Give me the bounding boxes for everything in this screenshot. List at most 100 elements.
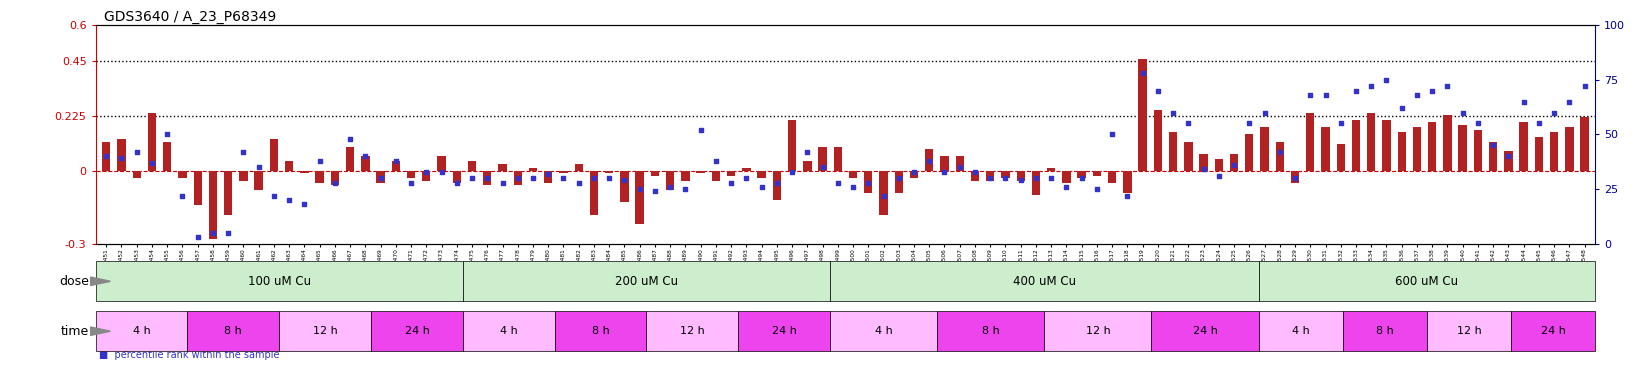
Bar [285, 161, 293, 171]
Bar [559, 171, 567, 173]
Text: 4 h: 4 h [499, 326, 517, 336]
Bar [925, 149, 933, 171]
Point [124, 149, 150, 155]
Text: 400 uM Cu: 400 uM Cu [1014, 275, 1076, 288]
Bar [422, 171, 430, 180]
Point [992, 175, 1018, 181]
Text: GDS3640 / A_23_P68349: GDS3640 / A_23_P68349 [104, 10, 277, 23]
Bar [636, 171, 644, 224]
Point [414, 169, 440, 175]
Bar [849, 171, 857, 178]
Point [870, 193, 897, 199]
Bar [910, 171, 918, 178]
Bar [941, 156, 949, 171]
Bar [1412, 127, 1421, 171]
Text: 200 uM Cu: 200 uM Cu [615, 275, 677, 288]
Point [794, 149, 821, 155]
Bar [681, 171, 689, 180]
Bar [1107, 171, 1116, 183]
Point [321, 179, 348, 185]
Text: 12 h: 12 h [313, 326, 338, 336]
Bar [788, 120, 796, 171]
Bar [1534, 137, 1543, 171]
Point [246, 164, 272, 170]
Point [153, 131, 180, 137]
Point [489, 179, 516, 185]
Bar [1246, 134, 1254, 171]
Bar [1185, 142, 1193, 171]
Bar [407, 171, 415, 178]
Bar [1458, 125, 1467, 171]
Point [1023, 175, 1050, 181]
Point [1465, 120, 1491, 126]
Bar [727, 171, 735, 176]
Text: 12 h: 12 h [681, 326, 705, 336]
Point [397, 179, 424, 185]
Bar [971, 171, 979, 180]
Text: time: time [61, 325, 89, 338]
Point [550, 175, 577, 181]
Bar [819, 147, 827, 171]
Bar [1337, 144, 1345, 171]
Bar [742, 169, 750, 171]
Bar [1488, 142, 1498, 171]
Text: 100 uM Cu: 100 uM Cu [247, 275, 311, 288]
Bar [1168, 132, 1177, 171]
Bar [483, 171, 491, 185]
Bar [1429, 122, 1437, 171]
Point [1053, 184, 1079, 190]
Point [1495, 153, 1521, 159]
Point [641, 188, 667, 194]
Text: 24 h: 24 h [404, 326, 430, 336]
Point [597, 175, 623, 181]
Point [658, 184, 684, 190]
Text: 8 h: 8 h [1376, 326, 1394, 336]
Bar [1398, 132, 1406, 171]
Point [336, 136, 363, 142]
Bar [1383, 120, 1391, 171]
Text: 8 h: 8 h [982, 326, 1000, 336]
Bar [1200, 154, 1208, 171]
Point [1251, 109, 1277, 116]
Bar [1215, 159, 1223, 171]
Bar [361, 156, 369, 171]
Bar [498, 164, 506, 171]
Point [1389, 105, 1416, 111]
Bar [1307, 113, 1315, 171]
Point [1267, 149, 1294, 155]
Point [1221, 162, 1248, 168]
Bar [1505, 151, 1513, 171]
Bar [1154, 110, 1162, 171]
Bar [453, 171, 461, 183]
Text: 12 h: 12 h [1457, 326, 1482, 336]
Point [1480, 142, 1506, 149]
Point [428, 169, 455, 175]
Point [475, 175, 501, 181]
Bar [880, 171, 888, 215]
Bar [803, 161, 811, 171]
Point [185, 234, 211, 240]
Point [231, 149, 257, 155]
Point [1343, 88, 1369, 94]
Bar [1017, 171, 1025, 180]
Bar [1046, 169, 1055, 171]
Bar [209, 171, 218, 239]
Point [536, 171, 562, 177]
Bar [1139, 59, 1147, 171]
Bar [117, 139, 125, 171]
Point [1038, 175, 1065, 181]
Text: 24 h: 24 h [771, 326, 796, 336]
Bar [1519, 122, 1528, 171]
Point [672, 186, 699, 192]
Text: 8 h: 8 h [592, 326, 610, 336]
Bar [315, 171, 323, 183]
Point [702, 157, 728, 164]
Point [748, 184, 775, 190]
Point [368, 175, 394, 181]
Point [1282, 175, 1309, 181]
Point [275, 197, 302, 203]
Point [580, 175, 606, 181]
Point [1099, 131, 1126, 137]
Bar [666, 171, 674, 190]
Point [1007, 177, 1033, 184]
